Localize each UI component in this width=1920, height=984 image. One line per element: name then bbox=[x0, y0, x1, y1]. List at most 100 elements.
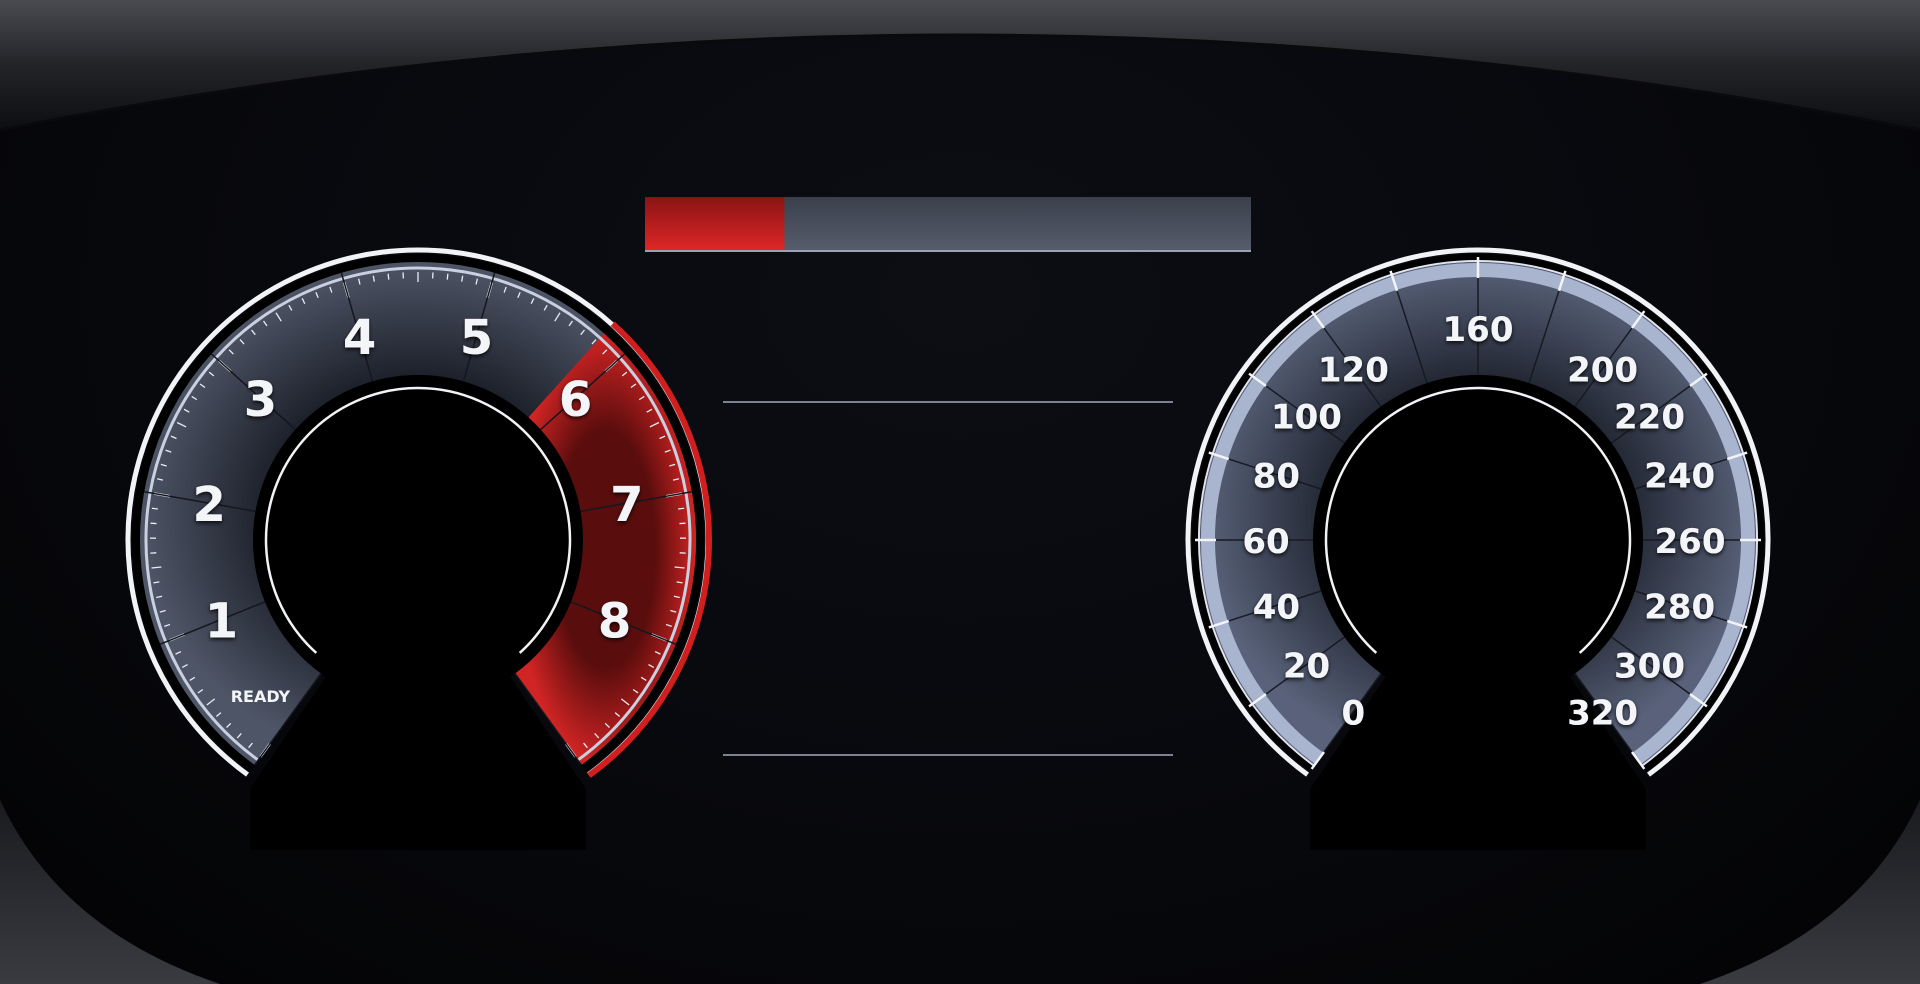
top-bezel bbox=[0, 0, 1920, 130]
speedo-tick bbox=[1726, 619, 1748, 629]
speedo-divider bbox=[1228, 458, 1322, 490]
tach-tick bbox=[160, 463, 167, 467]
speedo-divider bbox=[1265, 636, 1345, 695]
bottom-bezel bbox=[0, 800, 220, 984]
tach-tick bbox=[604, 722, 610, 728]
tach-tick bbox=[632, 688, 639, 694]
tach-tick bbox=[183, 408, 190, 413]
tach-tick bbox=[583, 742, 588, 749]
tach-tick bbox=[206, 698, 216, 706]
tach-divider bbox=[159, 601, 266, 645]
speedo-tick bbox=[1208, 619, 1230, 629]
tach-tick bbox=[503, 286, 507, 293]
tach-tick bbox=[665, 623, 672, 627]
speedo-divider bbox=[1634, 590, 1728, 622]
speedo-divider bbox=[1574, 327, 1633, 407]
tach-tick bbox=[176, 421, 187, 428]
tach-tick bbox=[620, 698, 630, 706]
speedo-label: 0 bbox=[1342, 694, 1366, 734]
tach-tick bbox=[357, 278, 361, 285]
speedo-divider bbox=[1396, 290, 1428, 384]
speedo-tick bbox=[1726, 451, 1748, 461]
tach-hub-ring bbox=[264, 386, 572, 654]
speedo-label: 80 bbox=[1253, 456, 1300, 496]
tach-tick bbox=[649, 421, 660, 428]
speedo-divider bbox=[1574, 673, 1633, 753]
speedo-tick bbox=[1630, 310, 1646, 329]
tach-outer-gap bbox=[132, 254, 704, 772]
speedo-tick bbox=[1557, 270, 1567, 292]
speedo-divider bbox=[1528, 290, 1560, 384]
speedometer: 0 20 40 60 80 100 120 160 200 220 240 260 280 300 320 bbox=[1185, 247, 1771, 850]
speedo-label: 260 bbox=[1655, 522, 1726, 562]
speedo-tick bbox=[1310, 310, 1326, 329]
tach-tick bbox=[275, 312, 282, 322]
tach-bottom-cutout bbox=[250, 540, 586, 850]
tach-tick bbox=[446, 273, 449, 280]
speedo-divider bbox=[1611, 636, 1691, 695]
tach-tick bbox=[640, 676, 647, 681]
tach-divider bbox=[570, 601, 677, 645]
speedo-label: 200 bbox=[1567, 350, 1638, 390]
tach-label: 2 bbox=[193, 477, 226, 533]
tach-tick bbox=[151, 507, 158, 510]
tach-label: 4 bbox=[343, 310, 376, 366]
tach-tick bbox=[191, 395, 198, 401]
tach-tick bbox=[676, 581, 683, 584]
tach-inner-rim bbox=[144, 266, 692, 762]
tach-divider bbox=[253, 673, 322, 766]
speedo-tick bbox=[1248, 372, 1267, 388]
tach-tick bbox=[673, 595, 680, 599]
tach-tick bbox=[288, 304, 293, 311]
tach-tick bbox=[262, 320, 268, 327]
tach-label: 6 bbox=[559, 372, 592, 428]
speedo-divider bbox=[1323, 673, 1382, 753]
tach-divider bbox=[514, 673, 583, 766]
speedo-divider bbox=[1323, 327, 1382, 407]
tach-tick bbox=[156, 478, 164, 481]
speedo-tick bbox=[1689, 692, 1708, 708]
tach-tick bbox=[602, 349, 608, 355]
tach-tick bbox=[580, 329, 585, 336]
tach-tick bbox=[646, 408, 653, 413]
speedo-divider bbox=[1228, 590, 1322, 622]
speedo-tick bbox=[1310, 751, 1326, 770]
speedo-tick bbox=[1630, 751, 1646, 770]
speedo-tick bbox=[1689, 372, 1708, 388]
tach-tick bbox=[236, 733, 242, 739]
speedo-label: 300 bbox=[1614, 647, 1685, 687]
tach-label: 1 bbox=[205, 593, 238, 649]
speedo-tick bbox=[1248, 692, 1267, 708]
tach-tick bbox=[543, 304, 548, 311]
tach-tick bbox=[530, 298, 535, 305]
tach-tick bbox=[197, 688, 204, 694]
tach-tick bbox=[164, 623, 171, 627]
tach-redline-arc bbox=[587, 321, 712, 778]
speedo-label: 320 bbox=[1567, 694, 1638, 734]
tach-tick bbox=[670, 609, 677, 613]
tach-tick bbox=[248, 742, 253, 749]
top-bezel-inner-edge bbox=[0, 33, 1920, 132]
ready-indicator: READY bbox=[231, 687, 291, 706]
tach-divider bbox=[580, 490, 692, 513]
tach-tick bbox=[153, 581, 160, 584]
tach-tick bbox=[669, 463, 676, 467]
tach-tick bbox=[170, 435, 177, 440]
tach-tick bbox=[614, 712, 621, 718]
tach-tick bbox=[591, 339, 597, 345]
tach-tick bbox=[568, 320, 574, 327]
tach-tick bbox=[199, 383, 206, 389]
speedo-face bbox=[1200, 262, 1757, 765]
tach-tick bbox=[175, 650, 182, 655]
speedo-label: 220 bbox=[1614, 397, 1685, 437]
tach-tick bbox=[228, 349, 234, 355]
speedo-tick bbox=[1208, 451, 1230, 461]
speedo-divider bbox=[1611, 385, 1691, 444]
tach-divider bbox=[144, 490, 256, 513]
bottom-bezel-right bbox=[1700, 800, 1920, 984]
speedo-label: 160 bbox=[1443, 310, 1514, 350]
tach-tick bbox=[165, 449, 172, 453]
speedo-label: 60 bbox=[1242, 522, 1289, 562]
